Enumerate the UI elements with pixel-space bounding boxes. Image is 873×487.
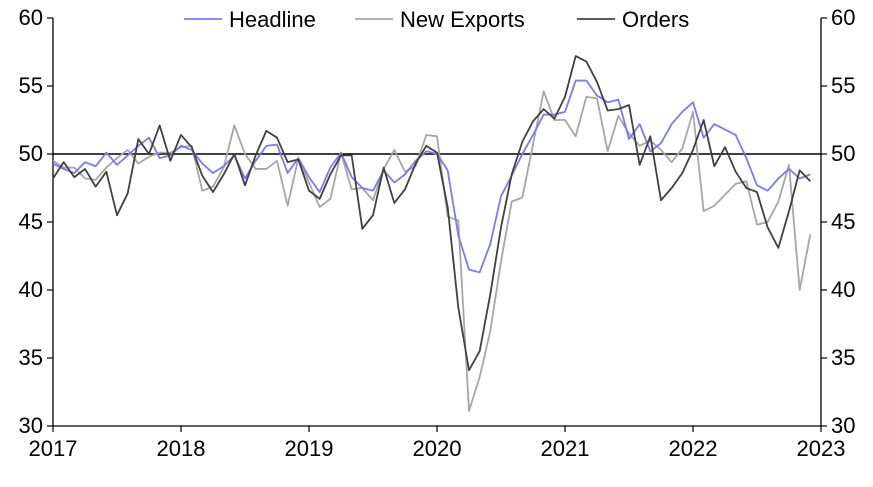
y-tick-label-left: 60 — [19, 5, 43, 30]
legend: Headline New Exports Orders — [184, 7, 689, 32]
y-tick-label-left: 35 — [19, 345, 43, 370]
x-axis: 2017 2018 2019 2020 2021 2022 2023 — [29, 426, 846, 461]
y-tick-label-right: 60 — [831, 5, 855, 30]
legend-label-headline: Headline — [229, 7, 316, 32]
x-tick-label: 2021 — [541, 436, 590, 461]
series-line-headline — [52, 79, 811, 274]
y-axis-right: 30 35 40 45 50 55 60 — [821, 5, 855, 438]
y-tick-label-left: 50 — [19, 141, 43, 166]
series-line-orders — [52, 55, 811, 372]
legend-label-orders: Orders — [622, 7, 689, 32]
y-tick-label-right: 55 — [831, 73, 855, 98]
x-tick-label: 2022 — [669, 436, 718, 461]
y-tick-label-right: 50 — [831, 141, 855, 166]
y-tick-label-left: 45 — [19, 209, 43, 234]
series-lines — [52, 55, 812, 412]
y-tick-label-right: 30 — [831, 413, 855, 438]
x-tick-label: 2018 — [157, 436, 206, 461]
y-tick-label-left: 55 — [19, 73, 43, 98]
y-tick-label-left: 40 — [19, 277, 43, 302]
x-tick-label: 2023 — [797, 436, 846, 461]
y-tick-label-right: 45 — [831, 209, 855, 234]
y-tick-label-right: 40 — [831, 277, 855, 302]
legend-label-new-exports: New Exports — [400, 7, 525, 32]
plot-frame — [52, 18, 822, 427]
x-tick-label: 2019 — [285, 436, 334, 461]
x-tick-label: 2020 — [413, 436, 462, 461]
x-tick-label: 2017 — [29, 436, 78, 461]
y-tick-label-right: 35 — [831, 345, 855, 370]
y-tick-label-left: 30 — [19, 413, 43, 438]
y-axis-left: 30 35 40 45 50 55 60 — [19, 5, 53, 438]
